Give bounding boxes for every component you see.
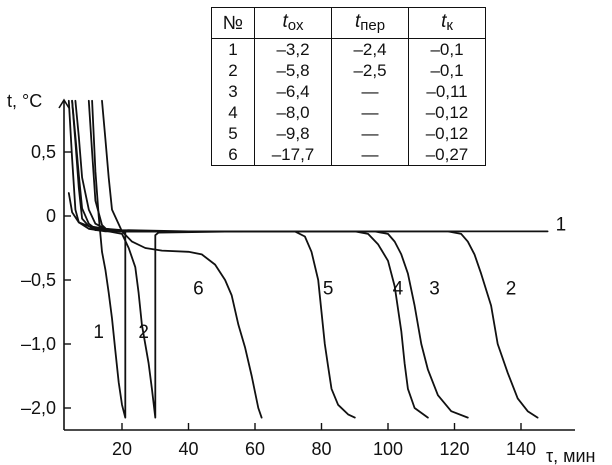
curve-5 (67, 99, 356, 419)
curve-label-2: 2 (506, 279, 517, 300)
cell-t-k: –0,1 (408, 60, 486, 81)
cell-t-ox: –5,8 (254, 60, 332, 81)
curves (67, 99, 549, 419)
cell-t-k: –0,1 (408, 38, 486, 60)
y-axis-arrow (58, 98, 70, 109)
x-axis-label: τ, мин (546, 446, 595, 465)
table-row: 3 –6,4— –0,11 (211, 81, 486, 102)
cell-no: 1 (211, 38, 255, 60)
curve-1 (91, 99, 243, 419)
x-tick-label: 140 (506, 439, 536, 459)
cell-t-ox: –6,4 (254, 81, 332, 102)
x-tick-label: 120 (439, 439, 469, 459)
cell-t-k: –0,12 (408, 102, 486, 123)
curve-label-1: 1 (93, 322, 104, 343)
curve-label-4: 4 (393, 279, 404, 300)
header-number: № (211, 7, 255, 39)
table-row: 1 –3,2 –2,4 –0,1 (211, 38, 486, 60)
cell-t-per: –2,5 (331, 60, 409, 81)
cell-t-per: –2,4 (331, 38, 409, 60)
y-tick-label: –0,5 (21, 270, 56, 290)
cell-t-ox: –3,2 (254, 38, 332, 60)
cell-no: 3 (211, 81, 255, 102)
cell-no: 6 (211, 144, 255, 166)
cell-t-ox: –9,8 (254, 123, 332, 144)
curve-label-1: 1 (556, 215, 567, 236)
cell-no: 5 (211, 123, 255, 144)
header-t-ox: tох (254, 7, 332, 39)
cell-t-ox: –8,0 (254, 102, 332, 123)
curve-label-6: 6 (193, 279, 204, 300)
axes: 0,5 0 –0,5 –1,0 –2,0 20 40 60 80 100 120 140 (21, 98, 575, 459)
y-axis-label: t, °C (7, 91, 42, 111)
curve-label-5: 5 (323, 279, 334, 300)
cell-t-per: — (331, 144, 409, 166)
curve-1 (67, 192, 549, 233)
y-tick-label: 0 (46, 206, 56, 226)
table-row: 6 –17,7— –0,27 (211, 144, 486, 166)
curve-label-2: 2 (138, 322, 149, 343)
cell-t-per: — (331, 123, 409, 144)
x-tick-label: 40 (178, 439, 198, 459)
cell-t-per: — (331, 102, 409, 123)
cell-no: 4 (211, 102, 255, 123)
y-tick-label: –1,0 (21, 334, 56, 354)
x-tick-label: 20 (112, 439, 132, 459)
cell-t-k: –0,27 (408, 144, 486, 166)
header-t-k: tк (408, 7, 486, 39)
header-t-per: tпер (331, 7, 409, 39)
parameters-table: № tох tпер tк 1 –3,2 –2,4 –0,1 2 –5,8 –2,5 –0,… (211, 7, 486, 166)
curve-6 (101, 99, 263, 419)
cell-t-k: –0,12 (408, 123, 486, 144)
curve-2 (87, 99, 243, 419)
table-row: 5 –9,8— –0,12 (211, 123, 486, 144)
cell-no: 2 (211, 60, 255, 81)
y-tick-label: –2,0 (21, 398, 56, 418)
table-row: 4 –8,0— –0,12 (211, 102, 486, 123)
curve-3 (71, 99, 469, 419)
curve-4 (71, 99, 429, 419)
curve-2 (74, 99, 539, 419)
y-tick-label: 0,5 (31, 142, 56, 162)
cell-t-k: –0,11 (408, 81, 486, 102)
cell-t-per: — (331, 81, 409, 102)
x-tick-label: 100 (373, 439, 403, 459)
x-tick-label: 60 (245, 439, 265, 459)
cell-t-ox: –17,7 (254, 144, 332, 166)
curve-labels: 1 2 3 4 5 6 1 2 (93, 215, 566, 344)
x-tick-label: 80 (311, 439, 331, 459)
table-row: 2 –5,8 –2,5 –0,1 (211, 60, 486, 81)
curve-label-3: 3 (429, 279, 440, 300)
